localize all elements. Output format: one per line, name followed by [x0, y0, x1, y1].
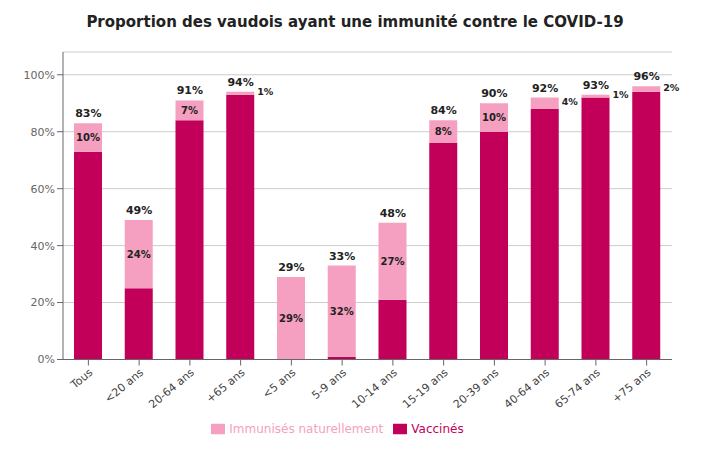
svg-text:10%: 10%: [482, 112, 506, 123]
svg-text:5-9 ans: 5-9 ans: [309, 366, 349, 402]
svg-text:100%: 100%: [24, 69, 55, 82]
svg-text:20-39 ans: 20-39 ans: [451, 366, 502, 411]
svg-text:48%: 48%: [380, 207, 406, 220]
svg-text:92%: 92%: [532, 82, 558, 95]
svg-text:20%: 20%: [31, 296, 55, 309]
svg-text:2%: 2%: [663, 82, 680, 93]
svg-text:0%: 0%: [38, 353, 55, 366]
svg-text:<5 ans: <5 ans: [260, 366, 299, 401]
svg-text:93%: 93%: [583, 79, 609, 92]
svg-text:49%: 49%: [126, 204, 152, 217]
svg-text:Tous: Tous: [68, 366, 96, 392]
svg-text:84%: 84%: [430, 104, 456, 117]
svg-text:33%: 33%: [329, 250, 355, 263]
html-text:Immunisés naturellement: Immunisés naturellement: [229, 421, 384, 436]
html-text:Proportion des vaudois ayant u: Proportion des vaudois ayant une immunit…: [86, 13, 624, 31]
svg-text:40-64 ans: 40-64 ans: [502, 366, 553, 411]
svg-text:94%: 94%: [227, 76, 253, 89]
svg-text:29%: 29%: [279, 313, 303, 324]
svg-text:8%: 8%: [435, 126, 452, 137]
svg-text:10%: 10%: [76, 132, 100, 143]
svg-text:+65 ans: +65 ans: [204, 366, 248, 406]
svg-text:1%: 1%: [613, 89, 630, 100]
svg-text:29%: 29%: [278, 261, 304, 274]
svg-text:80%: 80%: [31, 126, 55, 139]
svg-text:40%: 40%: [31, 240, 55, 253]
svg-text:27%: 27%: [381, 256, 405, 267]
svg-text:1%: 1%: [257, 86, 274, 97]
svg-text:96%: 96%: [633, 70, 659, 83]
svg-text:24%: 24%: [127, 249, 151, 260]
svg-text:15-19 ans: 15-19 ans: [400, 366, 451, 411]
svg-text:<20 ans: <20 ans: [102, 366, 146, 406]
svg-text:91%: 91%: [177, 84, 203, 97]
svg-text:32%: 32%: [330, 306, 354, 317]
svg-text:+75 ans: +75 ans: [610, 366, 654, 406]
svg-text:4%: 4%: [562, 96, 579, 107]
html-text:Vaccinés: Vaccinés: [411, 421, 464, 436]
svg-text:90%: 90%: [481, 87, 507, 100]
svg-text:10-14 ans: 10-14 ans: [349, 366, 400, 411]
svg-text:20-64 ans: 20-64 ans: [146, 366, 197, 411]
svg-text:7%: 7%: [181, 105, 198, 116]
svg-text:60%: 60%: [31, 183, 55, 196]
svg-text:65-74 ans: 65-74 ans: [552, 366, 603, 411]
svg-text:83%: 83%: [75, 107, 101, 120]
